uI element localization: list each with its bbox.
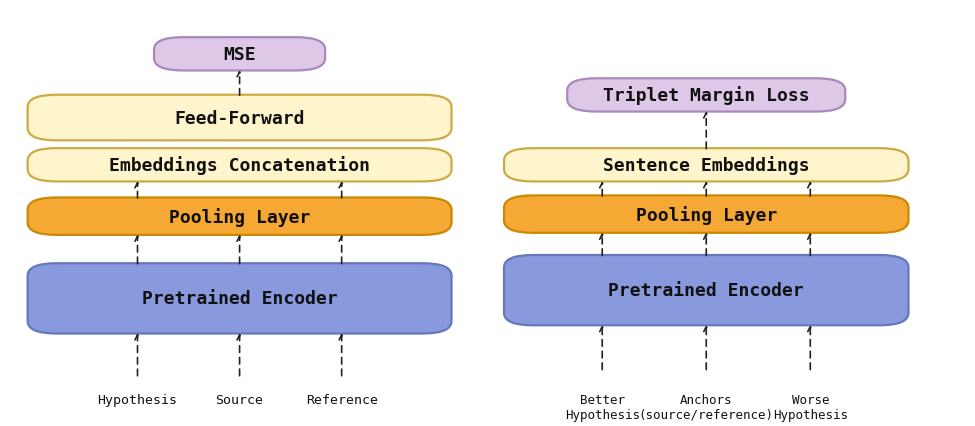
Text: Reference: Reference: [306, 393, 377, 406]
FancyBboxPatch shape: [27, 264, 451, 334]
Text: Worse
Hypothesis: Worse Hypothesis: [773, 393, 848, 421]
Text: Pretrained Encoder: Pretrained Encoder: [141, 290, 337, 308]
Text: Pretrained Encoder: Pretrained Encoder: [608, 282, 804, 299]
FancyBboxPatch shape: [27, 95, 451, 141]
FancyBboxPatch shape: [567, 79, 845, 112]
FancyBboxPatch shape: [154, 38, 325, 71]
FancyBboxPatch shape: [504, 149, 909, 182]
FancyBboxPatch shape: [27, 149, 451, 182]
Text: Source: Source: [215, 393, 263, 406]
Text: Sentence Embeddings: Sentence Embeddings: [603, 156, 809, 175]
Text: Hypothesis: Hypothesis: [98, 393, 177, 406]
Text: Feed-Forward: Feed-Forward: [175, 109, 305, 127]
FancyBboxPatch shape: [27, 198, 451, 235]
Text: Pooling Layer: Pooling Layer: [169, 207, 310, 226]
Text: Pooling Layer: Pooling Layer: [636, 205, 777, 224]
Text: Better
Hypothesis: Better Hypothesis: [565, 393, 640, 421]
FancyBboxPatch shape: [504, 256, 909, 325]
FancyBboxPatch shape: [504, 196, 909, 233]
Text: Embeddings Concatenation: Embeddings Concatenation: [109, 156, 370, 175]
Text: Triplet Margin Loss: Triplet Margin Loss: [603, 86, 809, 105]
Text: Anchors
(source/reference): Anchors (source/reference): [639, 393, 774, 421]
Text: MSE: MSE: [223, 46, 255, 63]
